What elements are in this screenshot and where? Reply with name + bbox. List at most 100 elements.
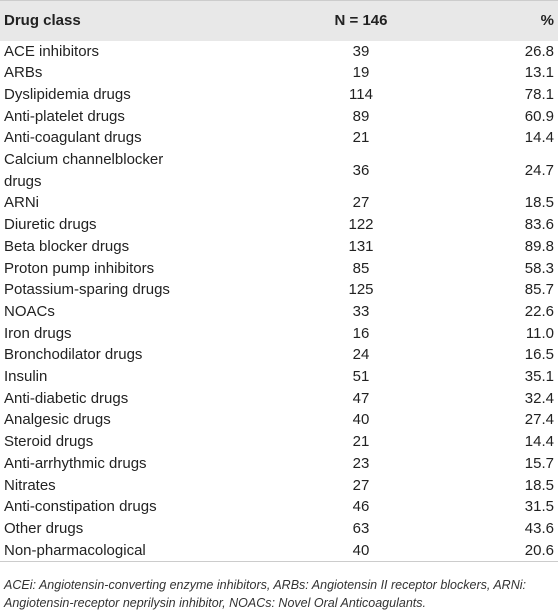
header-row: Drug class N = 146 % bbox=[0, 0, 558, 41]
table-cell: 14.4 bbox=[524, 433, 554, 451]
table-cell: Analgesic drugs bbox=[4, 411, 111, 429]
table-cell: 36 bbox=[352, 161, 370, 179]
table-cell: 58.3 bbox=[524, 259, 554, 277]
table-cell: 19 bbox=[352, 64, 370, 82]
table-row: Anti-platelet drugs 89 60.9 bbox=[0, 106, 558, 128]
table-cell: Anti-arrhythmic drugs bbox=[4, 454, 147, 472]
table-row: Nitrates 27 18.5 bbox=[0, 475, 558, 497]
table-cell: 125 bbox=[348, 281, 374, 299]
table-cell: 27 bbox=[352, 476, 370, 494]
table-cell: 89 bbox=[352, 107, 370, 125]
table-cell: 27 bbox=[352, 194, 370, 212]
table-cell: Iron drugs bbox=[4, 324, 72, 342]
table-cell: 15.7 bbox=[524, 454, 554, 472]
table-cell: 131 bbox=[348, 237, 374, 255]
table-row: Iron drugs 16 11.0 bbox=[0, 323, 558, 345]
table-row: Bronchodilator drugs 24 16.5 bbox=[0, 344, 558, 366]
table-cell: 23 bbox=[352, 454, 370, 472]
table-cell: Diuretic drugs bbox=[4, 216, 97, 234]
table-cell: Non-pharmacological bbox=[4, 541, 146, 559]
table-cell: Anti-platelet drugs bbox=[4, 107, 125, 125]
table-row: ARBs 19 13.1 bbox=[0, 62, 558, 84]
table-row: Insulin 51 35.1 bbox=[0, 366, 558, 388]
table-cell: 85.7 bbox=[524, 281, 554, 299]
table-row: Calcium channelblocker drugs 36 24.7 bbox=[0, 149, 558, 192]
table-row: Steroid drugs 21 14.4 bbox=[0, 431, 558, 453]
table-cell: 40 bbox=[352, 541, 370, 559]
table-cell: 46 bbox=[352, 498, 370, 516]
table-row: Potassium-sparing drugs 125 85.7 bbox=[0, 279, 558, 301]
table-cell: Steroid drugs bbox=[4, 433, 94, 451]
table-cell: Anti-constipation drugs bbox=[4, 498, 157, 516]
table-cell: Anti-diabetic drugs bbox=[4, 389, 129, 407]
table-row: Proton pump inhibitors 85 58.3 bbox=[0, 258, 558, 280]
table-cell: 24 bbox=[352, 346, 370, 364]
table-body: ACE inhibitors 39 26.8 ARBs 19 13.1 Dyslipidem… bbox=[0, 41, 558, 562]
table-cell: Proton pump inhibitors bbox=[4, 259, 155, 277]
table-cell: 33 bbox=[352, 302, 370, 320]
drug-table: Drug class N = 146 % ACE inhibitors 39 26.… bbox=[0, 0, 558, 562]
table-row: Dyslipidemia drugs 114 78.1 bbox=[0, 84, 558, 106]
table-cell: NOACs bbox=[4, 302, 55, 320]
table-row: Anti-constipation drugs 46 31.5 bbox=[0, 496, 558, 518]
table-cell: 21 bbox=[352, 433, 370, 451]
table-cell: 85 bbox=[352, 259, 370, 277]
header-cell: Drug class bbox=[4, 12, 81, 30]
table-cell: Calcium channelblocker drugs bbox=[4, 151, 164, 190]
table-row: Anti-arrhythmic drugs 23 15.7 bbox=[0, 453, 558, 475]
table-cell: ACE inhibitors bbox=[4, 42, 100, 60]
table-cell: 22.6 bbox=[524, 302, 554, 320]
table-cell: 24.7 bbox=[524, 161, 554, 179]
table-row: Beta blocker drugs 131 89.8 bbox=[0, 236, 558, 258]
table-cell: 13.1 bbox=[524, 64, 554, 82]
table-cell: 43.6 bbox=[524, 519, 554, 537]
table-row: ACE inhibitors 39 26.8 bbox=[0, 41, 558, 63]
table-cell: ARBs bbox=[4, 64, 43, 82]
table-cell: 122 bbox=[348, 216, 374, 234]
footnote: ACEi: Angiotensin-converting enzyme inhi… bbox=[4, 578, 526, 611]
table-cell: Insulin bbox=[4, 368, 48, 386]
table-cell: 21 bbox=[352, 129, 370, 147]
table-cell: 18.5 bbox=[524, 476, 554, 494]
table-cell: Beta blocker drugs bbox=[4, 237, 130, 255]
table-cell: Nitrates bbox=[4, 476, 56, 494]
table-row: Analgesic drugs 40 27.4 bbox=[0, 409, 558, 431]
table-row: NOACs 33 22.6 bbox=[0, 301, 558, 323]
table-cell: 89.8 bbox=[524, 237, 554, 255]
table-cell: 35.1 bbox=[524, 368, 554, 386]
table-cell: 20.6 bbox=[524, 541, 554, 559]
table-row: Anti-diabetic drugs 47 32.4 bbox=[0, 388, 558, 410]
table-cell: 39 bbox=[352, 42, 370, 60]
table-cell: 11.0 bbox=[525, 324, 554, 342]
table-header: Drug class N = 146 % bbox=[0, 0, 558, 41]
table-cell: 40 bbox=[352, 411, 370, 429]
table-row: Other drugs 63 43.6 bbox=[0, 518, 558, 540]
table-cell: Potassium-sparing drugs bbox=[4, 281, 170, 299]
table-cell: 114 bbox=[349, 85, 373, 103]
table-cell: 83.6 bbox=[524, 216, 554, 234]
table-cell: 26.8 bbox=[524, 42, 554, 60]
table-cell: 18.5 bbox=[524, 194, 554, 212]
table-cell: 16.5 bbox=[524, 346, 554, 364]
header-cell: % bbox=[540, 12, 554, 30]
table-cell: 78.1 bbox=[524, 85, 554, 103]
table-cell: 16 bbox=[352, 324, 370, 342]
table-cell: Dyslipidemia drugs bbox=[4, 85, 131, 103]
table-cell: ARNi bbox=[4, 194, 40, 212]
table-cell: 47 bbox=[352, 389, 370, 407]
table-cell: 31.5 bbox=[524, 498, 554, 516]
table-cell: 63 bbox=[352, 519, 370, 537]
table-row: Anti-coagulant drugs 21 14.4 bbox=[0, 127, 558, 149]
table-cell: 32.4 bbox=[524, 389, 554, 407]
table-row: Non-pharmacological 40 20.6 bbox=[0, 540, 558, 562]
table-cell: Bronchodilator drugs bbox=[4, 346, 143, 364]
table-cell: 14.4 bbox=[524, 129, 554, 147]
table-row: Diuretic drugs 122 83.6 bbox=[0, 214, 558, 236]
table-cell: 51 bbox=[352, 368, 370, 386]
table-row: ARNi 27 18.5 bbox=[0, 192, 558, 214]
table-cell: Anti-coagulant drugs bbox=[4, 129, 142, 147]
header-cell: N = 146 bbox=[334, 12, 388, 30]
table-cell: 27.4 bbox=[524, 411, 554, 429]
table-cell: Other drugs bbox=[4, 519, 84, 537]
